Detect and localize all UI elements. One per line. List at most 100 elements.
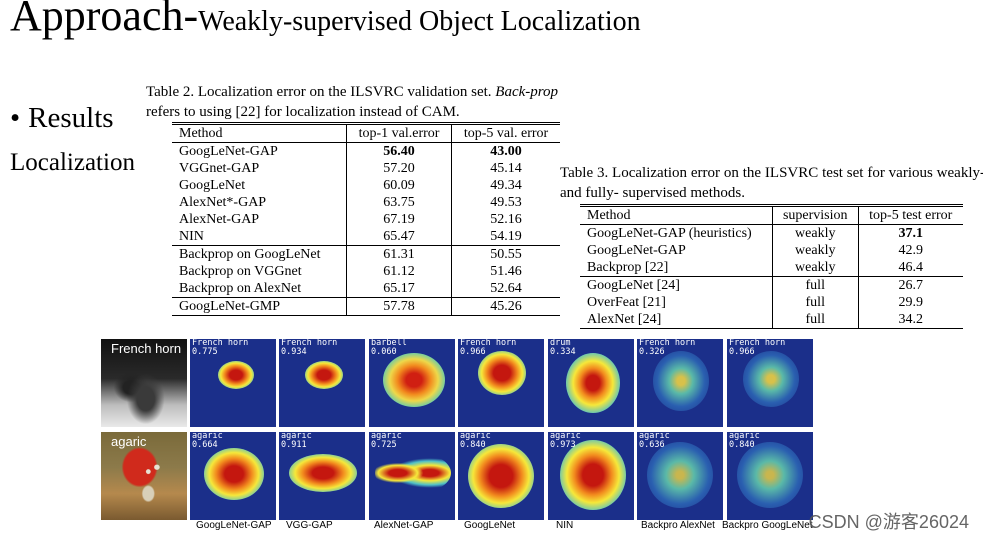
table3-cell: weakly (772, 259, 858, 277)
table3-cell: full (772, 276, 858, 294)
figure-column-label: Backpro AlexNet (641, 520, 715, 531)
slide-title-sub: Weakly-supervised Object Localization (198, 6, 641, 37)
original-photo-label: agaric (111, 434, 147, 449)
heatmap-class: French horn (729, 339, 786, 348)
table3: Method supervision top-5 test error GoogLeN… (580, 204, 963, 329)
heatmap-class: agaric (550, 432, 581, 441)
table2-row: Backprop on AlexNet 65.17 52.64 (172, 280, 560, 298)
table3-cell: weakly (772, 242, 858, 259)
table3-cell: OverFeat [21] (587, 295, 666, 310)
heatmap-blob (305, 361, 343, 389)
bullet-text: Results (28, 102, 114, 134)
table2-header: top-5 val. error (451, 123, 560, 143)
table3-row: GoogLeNet-GAP weakly 42.9 (580, 242, 963, 259)
table2-cell: 52.64 (451, 280, 560, 298)
table3-cell: 42.9 (857, 242, 963, 259)
table2-cell: AlexNet*-GAP (179, 195, 267, 210)
heatmap-cell: agaric 0.636 (637, 432, 723, 520)
table3-header: supervision (772, 205, 858, 225)
heatmap-cell: barbell 0.060 (369, 339, 455, 427)
table2-cell: 43.00 (451, 142, 560, 160)
table2-cell: 57.20 (345, 160, 452, 177)
heatmap-class: agaric (192, 432, 223, 441)
heatmap-score: 0.840 (729, 440, 755, 450)
table2-caption-rest: refers to using [22] for localization in… (146, 104, 460, 120)
table2-row: NIN 65.47 54.19 (172, 228, 560, 246)
heatmap-score: 0.934 (281, 347, 307, 357)
heatmap-blob (218, 361, 254, 389)
heatmap-blob (383, 353, 445, 407)
table2-cell: 60.09 (345, 177, 452, 194)
table3-row: Backprop [22] weakly 46.4 (580, 259, 963, 277)
table2-caption: Table 2. Localization error on the ILSVR… (146, 82, 586, 122)
table2-cell: Backprop on AlexNet (179, 281, 302, 296)
table2-row: GoogLeNet-GMP 57.78 45.26 (172, 297, 560, 316)
table2-row: GoogLeNet 60.09 49.34 (172, 177, 560, 194)
heatmap-class: agaric (371, 432, 402, 441)
table2-cell: 51.46 (451, 263, 560, 280)
figure-column-label: NIN (556, 520, 574, 531)
table3-cell: 26.7 (857, 276, 963, 294)
table3-header: top-5 test error (857, 205, 963, 225)
heatmap-class: barbell (371, 339, 407, 348)
table2-cell: VGGnet-GAP (179, 161, 260, 176)
heatmap-cell: agaric 0.840 (458, 432, 544, 520)
table3-cell: Backprop [22] (587, 260, 669, 275)
figure-column-label: VGG-GAP (286, 520, 333, 531)
heatmap-class: French horn (639, 339, 696, 348)
table3-row: GoogLeNet-GAP (heuristics) weakly 37.1 (580, 224, 963, 242)
table2-row: VGGnet-GAP 57.20 45.14 (172, 160, 560, 177)
table2-cell: 61.31 (345, 245, 452, 263)
heatmap-score: 0.725 (371, 440, 397, 450)
table2-cell: GoogLeNet-GAP (179, 144, 278, 159)
heatmap-cell: agaric 0.664 (190, 432, 276, 520)
heatmap-cell: French horn 0.775 (190, 339, 276, 427)
table3-row: AlexNet [24] full 34.2 (580, 311, 963, 329)
table2-caption-italic: Back-prop (495, 84, 559, 100)
watermark: CSDN @游客26024 (808, 512, 969, 532)
table3-cell: 29.9 (857, 294, 963, 311)
table2-cell: 52.16 (451, 211, 560, 228)
heatmap-class: French horn (281, 339, 338, 348)
heatmap-class: French horn (460, 339, 517, 348)
table3-cell: GoogLeNet-GAP (heuristics) (587, 226, 752, 241)
table2-row: Backprop on GoogLeNet 61.31 50.55 (172, 245, 560, 263)
original-photo: French horn (101, 339, 187, 427)
heatmap-blob (566, 353, 620, 413)
heatmap-blob (478, 351, 526, 395)
table2-cell: 57.78 (345, 297, 452, 316)
table2-cell: 63.75 (345, 194, 452, 211)
heatmap-score: 0.334 (550, 347, 576, 357)
table2-cell: 61.12 (345, 263, 452, 280)
heatmap-cell: agaric 0.840 (727, 432, 813, 520)
table2-cell: Backprop on VGGnet (179, 264, 302, 279)
heatmap-class: agaric (729, 432, 760, 441)
heatmap-blob (468, 444, 534, 508)
figure-column-label: Backpro GoogLeNet (722, 520, 813, 531)
heatmap-blob (204, 448, 264, 500)
heatmap-label: French horn 0.326 (639, 339, 695, 357)
table2-cell: AlexNet-GAP (179, 212, 260, 227)
heatmap-cell: agaric 0.911 (279, 432, 365, 520)
table2-row: AlexNet-GAP 67.19 52.16 (172, 211, 560, 228)
slide-title: Approach-Weakly-supervised Object Locali… (10, 0, 641, 38)
heatmap-score: 0.060 (371, 347, 397, 357)
figure-column-label: AlexNet-GAP (374, 520, 434, 531)
table3-cell: 37.1 (857, 224, 963, 242)
table2-caption-text: Table 2. Localization error on the ILSVR… (146, 84, 492, 100)
table2: Method top-1 val.error top-5 val. error Goo… (172, 122, 560, 316)
heatmap-blob (375, 452, 451, 494)
heatmap-cell: agaric 0.725 (369, 432, 455, 520)
heatmap-cell: French horn 0.934 (279, 339, 365, 427)
heatmap-label: agaric 0.840 (460, 432, 491, 450)
figure-column-label: GoogLeNet-GAP (196, 520, 272, 531)
slide-title-main: Approach- (10, 0, 199, 40)
table3-caption: Table 3. Localization error on the ILSVR… (560, 165, 983, 201)
table2-header: Method (179, 126, 223, 141)
table2-header: top-1 val.error (345, 123, 452, 143)
table2-cell: 45.14 (451, 160, 560, 177)
heatmap-label: agaric 0.664 (192, 432, 223, 450)
table3-cell: GoogLeNet [24] (587, 278, 680, 293)
table3-cell: AlexNet [24] (587, 312, 662, 327)
table3-cell: full (772, 311, 858, 329)
